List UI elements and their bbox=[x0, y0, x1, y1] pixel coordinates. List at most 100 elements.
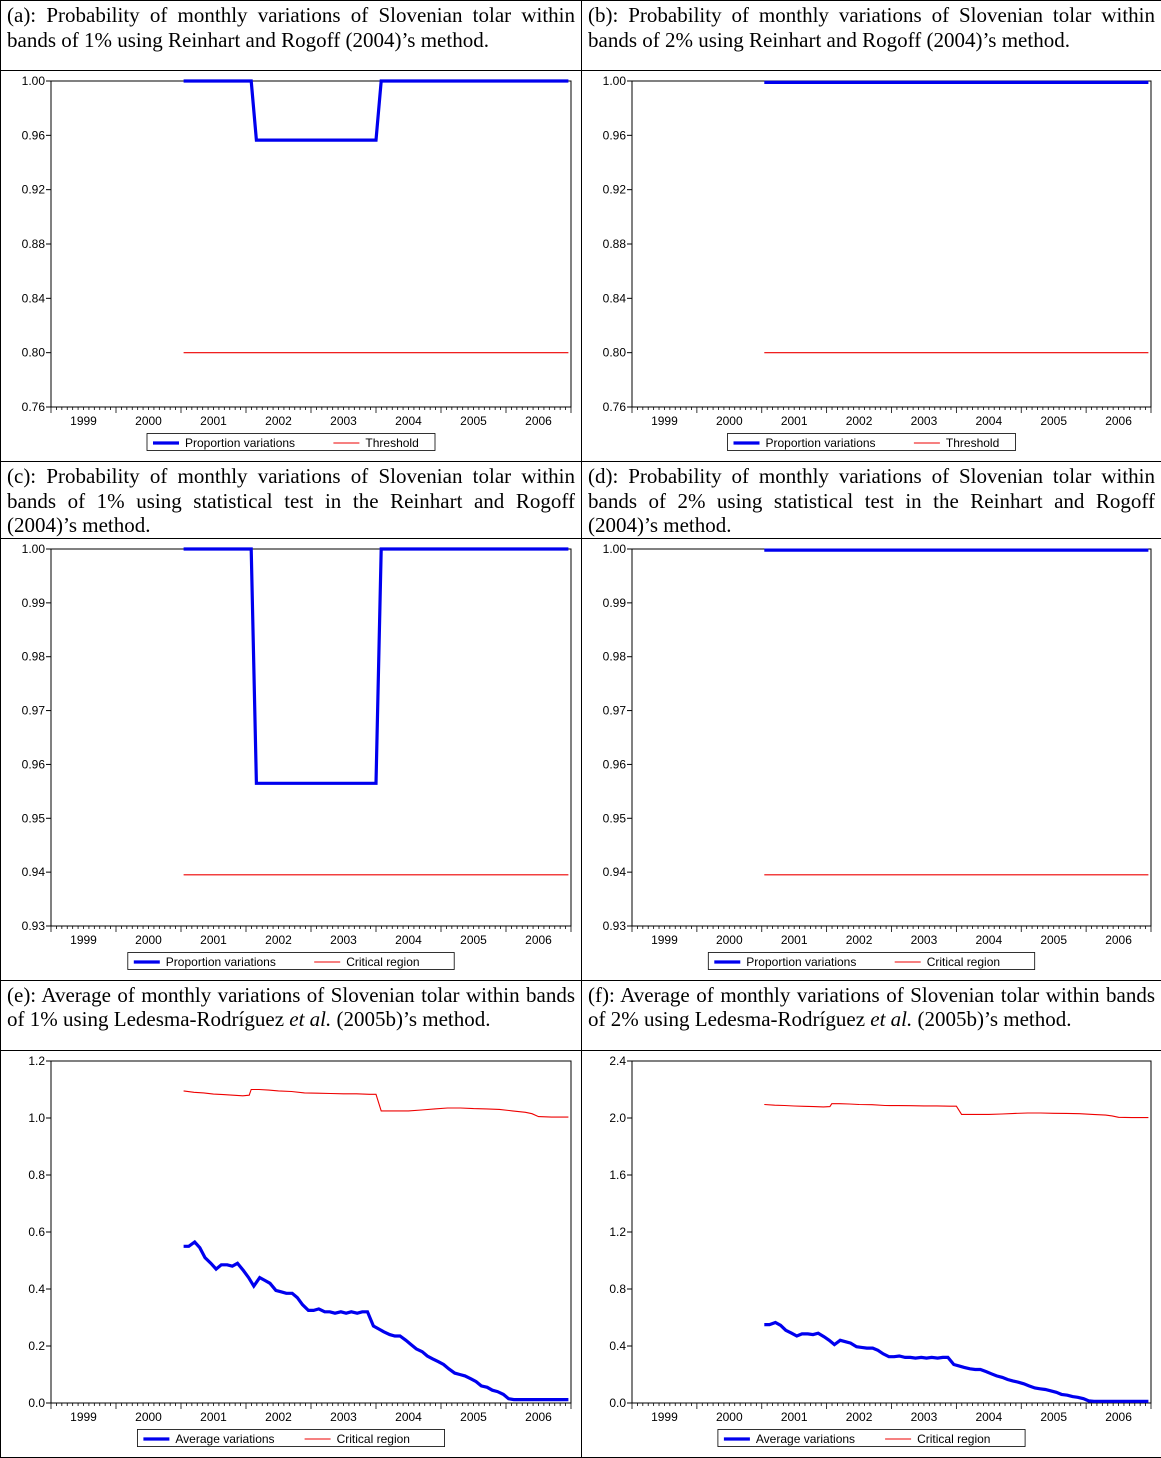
x-tick-label: 2006 bbox=[525, 414, 552, 428]
y-tick-label: 0.92 bbox=[603, 183, 627, 197]
caption-cell: (d): Probability of monthly variations o… bbox=[582, 462, 1161, 539]
x-tick-label: 2003 bbox=[911, 414, 938, 428]
x-tick-label: 1999 bbox=[70, 1410, 97, 1424]
plot-frame bbox=[632, 549, 1151, 926]
plot-frame bbox=[51, 81, 571, 407]
y-tick-label: 0.6 bbox=[28, 1225, 45, 1239]
x-tick-label: 1999 bbox=[70, 933, 97, 947]
y-tick-label: 2.4 bbox=[609, 1054, 626, 1068]
x-tick-label: 2004 bbox=[395, 414, 422, 428]
x-tick-label: 2005 bbox=[1040, 933, 1067, 947]
y-tick-label: 0.98 bbox=[22, 649, 46, 663]
caption-text: (2005b)’s method. bbox=[331, 1007, 490, 1031]
y-tick-label: 0.76 bbox=[22, 400, 46, 414]
caption-a: (a): Probability of monthly variations o… bbox=[1, 1, 581, 52]
y-tick-label: 0.84 bbox=[22, 291, 46, 305]
legend-label: Threshold bbox=[365, 436, 418, 450]
x-tick-label: 1999 bbox=[70, 414, 97, 428]
x-tick-label: 2002 bbox=[846, 414, 873, 428]
y-tick-label: 0.93 bbox=[603, 919, 627, 933]
x-tick-label: 2000 bbox=[716, 933, 743, 947]
x-tick-label: 2005 bbox=[460, 414, 487, 428]
plot-frame bbox=[51, 549, 571, 926]
x-tick-label: 2004 bbox=[395, 933, 422, 947]
y-tick-label: 0.93 bbox=[22, 919, 46, 933]
caption-text: (c): Probability of monthly variations o… bbox=[7, 464, 575, 537]
y-tick-label: 0.88 bbox=[603, 237, 627, 251]
y-tick-label: 0.96 bbox=[22, 757, 46, 771]
caption-cell: (b): Probability of monthly variations o… bbox=[582, 1, 1161, 71]
y-tick-label: 0.84 bbox=[603, 291, 627, 305]
legend-label: Threshold bbox=[946, 436, 999, 450]
caption-e: (e): Average of monthly variations of Sl… bbox=[1, 981, 581, 1032]
x-tick-label: 2002 bbox=[846, 1410, 873, 1424]
y-tick-label: 0.80 bbox=[603, 346, 627, 360]
caption-text: (d): Probability of monthly variations o… bbox=[588, 464, 1155, 537]
x-tick-label: 2000 bbox=[716, 1410, 743, 1424]
x-tick-label: 2006 bbox=[525, 1410, 552, 1424]
y-tick-label: 0.95 bbox=[603, 811, 627, 825]
y-tick-label: 0.8 bbox=[609, 1282, 626, 1296]
x-tick-label: 2001 bbox=[200, 414, 227, 428]
x-tick-label: 2003 bbox=[330, 414, 357, 428]
y-tick-label: 0.88 bbox=[22, 237, 46, 251]
x-tick-label: 2005 bbox=[460, 1410, 487, 1424]
x-tick-label: 2004 bbox=[975, 933, 1002, 947]
x-tick-label: 2002 bbox=[265, 933, 292, 947]
x-tick-label: 2000 bbox=[135, 933, 162, 947]
x-tick-label: 2005 bbox=[1040, 414, 1067, 428]
x-tick-label: 2002 bbox=[265, 414, 292, 428]
y-tick-label: 0.99 bbox=[22, 595, 46, 609]
legend-label: Average variations bbox=[756, 1432, 855, 1446]
x-tick-label: 2005 bbox=[460, 933, 487, 947]
y-tick-label: 0.80 bbox=[22, 346, 46, 360]
x-tick-label: 2002 bbox=[265, 1410, 292, 1424]
y-tick-label: 0.2 bbox=[28, 1339, 45, 1353]
y-tick-label: 1.00 bbox=[603, 74, 627, 88]
caption-italic-text: et al. bbox=[870, 1007, 912, 1031]
x-tick-label: 2006 bbox=[1105, 414, 1132, 428]
caption-d: (d): Probability of monthly variations o… bbox=[582, 462, 1161, 538]
x-tick-label: 1999 bbox=[651, 414, 678, 428]
y-tick-label: 1.6 bbox=[609, 1168, 626, 1182]
series-line-reference bbox=[184, 1089, 569, 1117]
caption-italic-text: et al. bbox=[289, 1007, 331, 1031]
caption-text: (a): Probability of monthly variations o… bbox=[7, 3, 575, 52]
y-tick-label: 1.00 bbox=[603, 542, 627, 556]
caption-text: (2005b)’s method. bbox=[912, 1007, 1071, 1031]
x-tick-label: 2001 bbox=[200, 933, 227, 947]
x-tick-label: 2006 bbox=[525, 933, 552, 947]
x-tick-label: 2005 bbox=[1040, 1410, 1067, 1424]
y-tick-label: 1.2 bbox=[609, 1225, 626, 1239]
y-tick-label: 0.92 bbox=[22, 183, 46, 197]
y-tick-label: 0.94 bbox=[603, 865, 627, 879]
legend-label: Critical region bbox=[917, 1432, 990, 1446]
caption-cell: (a): Probability of monthly variations o… bbox=[1, 1, 582, 71]
y-tick-label: 0.99 bbox=[603, 595, 627, 609]
y-tick-label: 1.00 bbox=[22, 74, 46, 88]
x-tick-label: 2002 bbox=[846, 933, 873, 947]
x-tick-label: 1999 bbox=[651, 933, 678, 947]
x-tick-label: 2004 bbox=[975, 1410, 1002, 1424]
caption-cell: (c): Probability of monthly variations o… bbox=[1, 462, 582, 539]
x-tick-label: 2000 bbox=[135, 1410, 162, 1424]
caption-text: (b): Probability of monthly variations o… bbox=[588, 3, 1155, 52]
y-tick-label: 0.95 bbox=[22, 811, 46, 825]
y-tick-label: 1.00 bbox=[22, 542, 46, 556]
y-tick-label: 0.96 bbox=[22, 128, 46, 142]
y-tick-label: 0.97 bbox=[603, 703, 627, 717]
y-tick-label: 2.0 bbox=[609, 1111, 626, 1125]
y-tick-label: 1.0 bbox=[28, 1111, 45, 1125]
